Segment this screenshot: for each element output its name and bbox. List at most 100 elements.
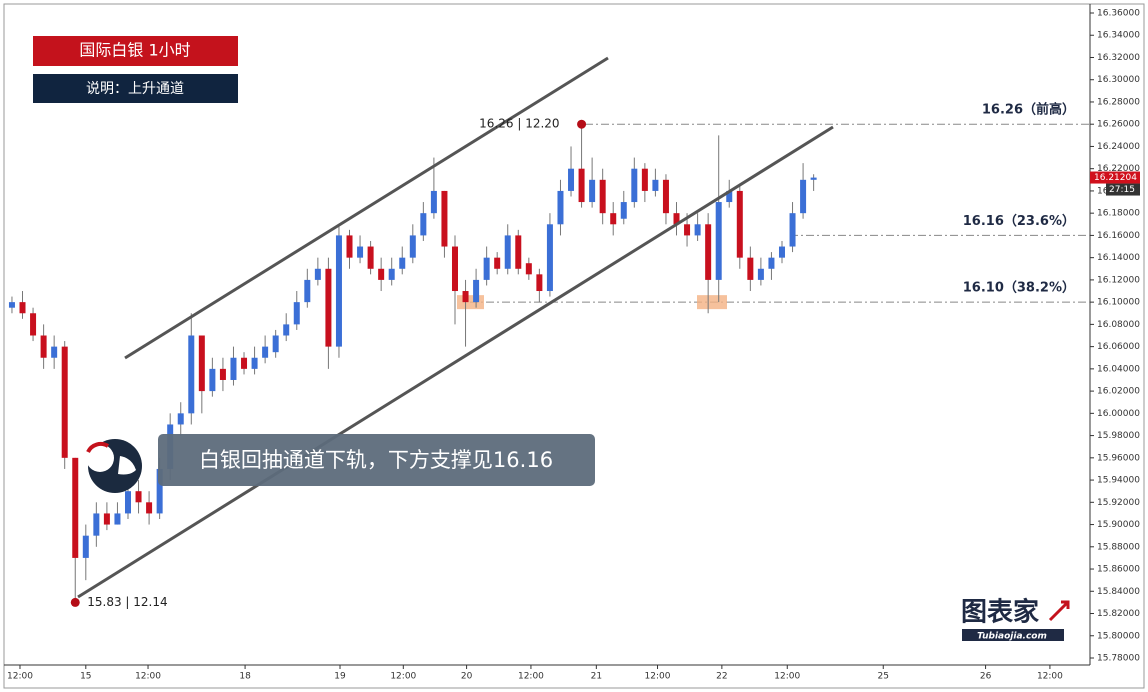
x-tick-label: 15 <box>80 672 91 682</box>
y-tick-label: 16.08000 <box>1097 320 1140 330</box>
y-tick-label: 15.98000 <box>1097 431 1140 441</box>
candle-body <box>726 190 733 203</box>
y-tick-label: 16.32000 <box>1097 53 1140 63</box>
candle-body <box>409 235 416 258</box>
logo: 图表家 Tubiaojia.com <box>961 597 1070 642</box>
candle-body <box>536 274 543 292</box>
candle-body <box>8 302 15 308</box>
y-tick-label: 15.86000 <box>1097 565 1140 575</box>
candle-body <box>599 179 606 214</box>
y-tick-label: 15.88000 <box>1097 542 1140 552</box>
candle-body <box>19 302 26 314</box>
candle-body <box>367 246 374 269</box>
candle-body <box>525 263 532 275</box>
point-label: 15.83 | 12.14 <box>87 595 167 609</box>
y-tick-label: 16.12000 <box>1097 275 1140 285</box>
y-tick-label: 15.78000 <box>1097 654 1140 664</box>
y-tick-label: 16.26000 <box>1097 120 1140 130</box>
point-label: 16.26 | 12.20 <box>479 117 559 131</box>
point-marker <box>70 597 80 607</box>
candle-body <box>357 246 364 258</box>
candle-body <box>177 413 184 425</box>
candle-body <box>610 213 617 225</box>
support-highlight <box>457 295 484 310</box>
candle-body <box>114 513 121 525</box>
candle-body <box>504 235 511 269</box>
candle-body <box>430 190 437 214</box>
candle-body <box>325 268 332 347</box>
candle-body <box>673 213 680 225</box>
channel-upper <box>124 56 609 360</box>
candle-body <box>230 357 237 380</box>
candle-body <box>61 346 68 458</box>
y-tick-label: 16.36000 <box>1097 9 1140 19</box>
candle-body <box>388 268 395 280</box>
subtitle: 说明：上升通道 <box>86 81 184 97</box>
x-tick-label: 25 <box>878 672 889 682</box>
candle-body <box>209 368 216 392</box>
x-tick-label: 12:00 <box>774 672 800 682</box>
candle-body <box>124 491 131 514</box>
y-tick-label: 16.06000 <box>1097 342 1140 352</box>
x-tick-label: 19 <box>334 672 346 682</box>
y-tick-label: 15.80000 <box>1097 631 1140 641</box>
x-tick-label: 18 <box>239 672 251 682</box>
timer-label: 27:15 <box>1109 185 1135 195</box>
candle-body <box>272 335 279 353</box>
candle-body <box>736 190 743 258</box>
chart-title: 国际白银 1小时 <box>79 41 190 60</box>
candle-body <box>335 235 342 347</box>
title-box <box>33 36 238 66</box>
x-tick-label: 26 <box>980 672 992 682</box>
candle-body <box>293 302 300 325</box>
candle-body <box>399 257 406 269</box>
candle-body <box>420 213 427 236</box>
candle-body <box>188 335 195 414</box>
candle-body <box>262 346 269 358</box>
candle-body <box>589 179 596 203</box>
candle-body <box>684 224 691 236</box>
candle-body <box>93 513 100 536</box>
candle-body <box>241 357 248 369</box>
x-tick-label: 22 <box>716 672 727 682</box>
frame <box>3 3 1145 689</box>
y-tick-label: 15.84000 <box>1097 587 1140 597</box>
x-tick-label: 12:00 <box>7 672 33 682</box>
candle-body <box>715 202 722 280</box>
level-label: 16.16（23.6%） <box>963 213 1075 229</box>
y-tick-label: 15.90000 <box>1097 520 1140 530</box>
analyst-icon <box>86 439 142 493</box>
candle-body <box>568 168 575 191</box>
candle-body <box>103 513 110 525</box>
candle-body <box>451 246 458 292</box>
y-tick-label: 16.10000 <box>1097 298 1140 308</box>
level-label: 16.10（38.2%） <box>963 280 1075 296</box>
candle-body <box>757 268 764 280</box>
support-highlight <box>697 295 727 310</box>
annotation-box <box>158 434 595 486</box>
candle-body <box>515 235 522 269</box>
candle-body <box>800 179 807 214</box>
candle-body <box>810 177 817 180</box>
candle-body <box>135 491 142 503</box>
x-tick-label: 12:00 <box>518 672 544 682</box>
y-tick-label: 16.34000 <box>1097 31 1140 41</box>
candle-body <box>483 257 490 280</box>
candle-body <box>694 224 701 236</box>
candle-body <box>578 168 585 203</box>
candle-body <box>198 335 205 392</box>
level-label: 16.26（前高） <box>982 102 1075 118</box>
candle-body <box>219 368 226 380</box>
channel-lower <box>77 125 834 599</box>
candle-body <box>546 224 553 292</box>
point-marker <box>577 119 587 129</box>
x-tick-label: 12:00 <box>135 672 161 682</box>
candle-body <box>641 168 648 191</box>
y-tick-label: 16.04000 <box>1097 364 1140 374</box>
x-tick-label: 12:00 <box>1037 672 1063 682</box>
x-tick-label: 20 <box>461 672 473 682</box>
candle-body <box>346 235 353 258</box>
x-tick-label: 12:00 <box>645 672 671 682</box>
timer-tag <box>1106 183 1140 196</box>
y-tick-label: 15.94000 <box>1097 476 1140 486</box>
